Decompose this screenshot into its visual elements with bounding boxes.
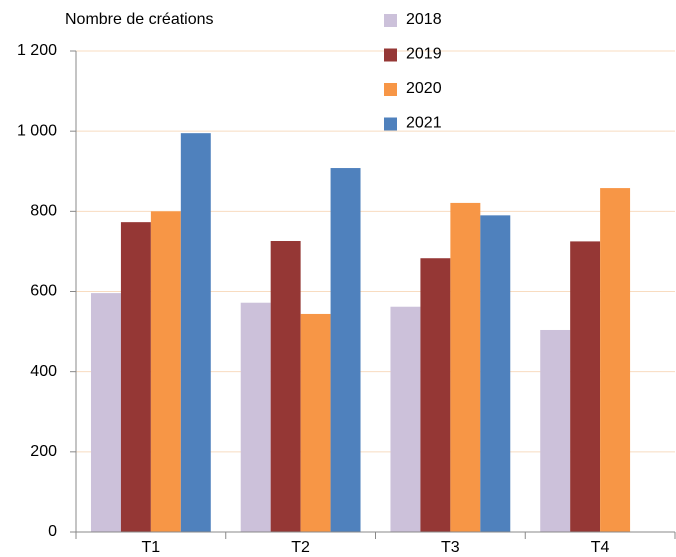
y-tick-label: 0: [48, 523, 57, 540]
legend-swatch: [384, 14, 397, 27]
x-tick-label: T3: [441, 539, 460, 556]
y-tick-label: 600: [30, 283, 57, 300]
legend-label: 2020: [406, 80, 442, 97]
x-tick-label: T2: [291, 539, 310, 556]
y-tick-label: 1 000: [17, 122, 57, 139]
legend-label: 2018: [406, 11, 442, 28]
legend-swatch: [384, 117, 397, 131]
legend-swatch: [384, 48, 397, 62]
y-tick-label: 800: [30, 203, 57, 220]
bar: [450, 202, 481, 532]
bar: [600, 188, 631, 532]
y-tick-label: 200: [30, 443, 57, 460]
x-tick-label: T4: [591, 539, 610, 556]
bar: [540, 329, 571, 532]
bar: [390, 306, 421, 532]
bar: [120, 222, 151, 533]
x-tick-label: T1: [142, 539, 161, 556]
bar: [240, 302, 271, 532]
bar: [330, 168, 361, 532]
bar: [570, 241, 601, 533]
bar: [90, 293, 121, 532]
legend-label: 2021: [406, 115, 442, 132]
bar: [300, 313, 331, 532]
legend-swatch: [384, 83, 397, 96]
y-axis-title: Nombre de créations: [65, 11, 214, 28]
bar: [180, 133, 211, 532]
bar: [270, 240, 301, 532]
y-tick-label: 400: [30, 363, 57, 380]
bar: [420, 258, 451, 532]
bar: [480, 215, 511, 532]
y-tick-label: 1 200: [17, 42, 57, 59]
bar: [150, 211, 181, 533]
legend-label: 2019: [406, 46, 442, 63]
